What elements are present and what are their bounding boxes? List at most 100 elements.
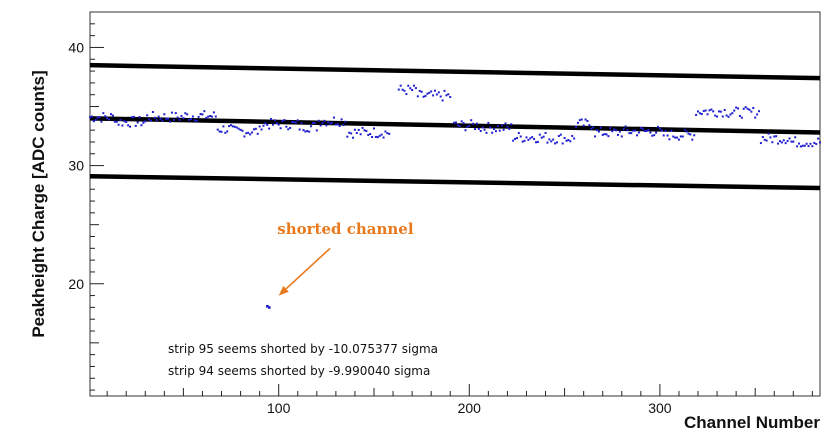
data-point <box>801 144 804 147</box>
data-point <box>517 132 520 135</box>
data-point <box>618 130 621 133</box>
data-point <box>502 128 505 131</box>
data-point <box>698 112 701 115</box>
data-point <box>624 125 627 128</box>
data-point <box>258 125 261 128</box>
data-point <box>432 94 435 97</box>
data-point <box>109 113 112 116</box>
data-point <box>763 138 766 141</box>
data-point <box>157 115 160 118</box>
data-point <box>222 125 225 128</box>
data-point <box>677 138 680 141</box>
outlier-points <box>266 305 271 309</box>
data-point <box>531 136 534 139</box>
data-point <box>344 120 347 123</box>
data-point <box>464 129 467 132</box>
data-point <box>445 94 448 97</box>
data-point <box>138 116 141 119</box>
data-point <box>456 124 459 127</box>
data-point <box>460 120 463 123</box>
data-point <box>536 140 539 143</box>
data-point <box>586 120 589 123</box>
data-point <box>679 135 682 138</box>
data-point <box>264 122 267 125</box>
data-point <box>576 121 579 124</box>
data-point <box>338 125 341 128</box>
data-point <box>346 135 349 138</box>
data-point <box>302 129 305 132</box>
data-point <box>201 113 204 116</box>
data-point <box>817 137 820 140</box>
data-point <box>289 126 292 129</box>
data-point <box>312 122 315 125</box>
data-point <box>170 111 173 114</box>
data-point <box>601 133 604 136</box>
data-point <box>489 126 492 129</box>
data-point <box>544 131 547 134</box>
data-point <box>616 133 619 136</box>
data-point <box>273 119 276 122</box>
data-point <box>266 123 269 126</box>
data-point <box>323 119 326 122</box>
data-point <box>130 116 133 119</box>
data-point <box>279 127 282 130</box>
data-point <box>794 136 797 139</box>
data-point <box>384 130 387 133</box>
data-point <box>758 110 761 113</box>
data-point <box>748 108 751 111</box>
data-point <box>119 119 122 122</box>
data-point <box>115 120 118 123</box>
data-point <box>786 140 789 143</box>
data-point <box>218 130 221 133</box>
data-point <box>413 84 416 87</box>
data-point <box>161 119 164 122</box>
data-point <box>603 133 606 136</box>
data-point <box>178 118 181 121</box>
data-point <box>90 115 93 118</box>
data-point <box>296 119 299 122</box>
data-point <box>382 136 385 139</box>
data-point <box>195 119 198 122</box>
data-point <box>716 115 719 118</box>
data-point <box>245 132 248 135</box>
data-point <box>414 87 417 90</box>
data-point <box>807 145 810 148</box>
data-point <box>735 106 738 109</box>
data-point <box>634 129 637 132</box>
data-point <box>474 128 477 131</box>
data-point <box>599 126 602 129</box>
data-point <box>220 130 223 133</box>
data-point <box>144 120 147 123</box>
data-point <box>756 113 759 116</box>
x-axis-title: Channel Number <box>684 413 820 432</box>
data-point <box>542 135 545 138</box>
data-point <box>733 109 736 112</box>
data-point <box>588 124 591 127</box>
data-point <box>340 118 343 121</box>
data-point <box>799 145 802 148</box>
data-point <box>129 125 132 128</box>
data-point <box>647 129 650 132</box>
data-point <box>205 116 208 119</box>
data-point <box>292 121 295 124</box>
data-point <box>561 142 564 145</box>
data-point <box>357 128 360 131</box>
data-point <box>106 117 109 120</box>
data-point <box>512 139 515 142</box>
data-point <box>127 124 130 127</box>
data-point <box>744 106 747 109</box>
data-point <box>472 122 475 125</box>
data-point <box>437 91 440 94</box>
data-point <box>714 114 717 117</box>
data-points <box>89 84 821 148</box>
data-point <box>317 119 320 122</box>
data-point <box>582 124 585 127</box>
data-point <box>428 91 431 94</box>
data-point <box>298 128 301 131</box>
data-point <box>510 123 513 126</box>
data-point <box>725 114 728 117</box>
data-point <box>721 115 724 118</box>
data-point <box>710 108 713 111</box>
data-point <box>819 141 821 144</box>
